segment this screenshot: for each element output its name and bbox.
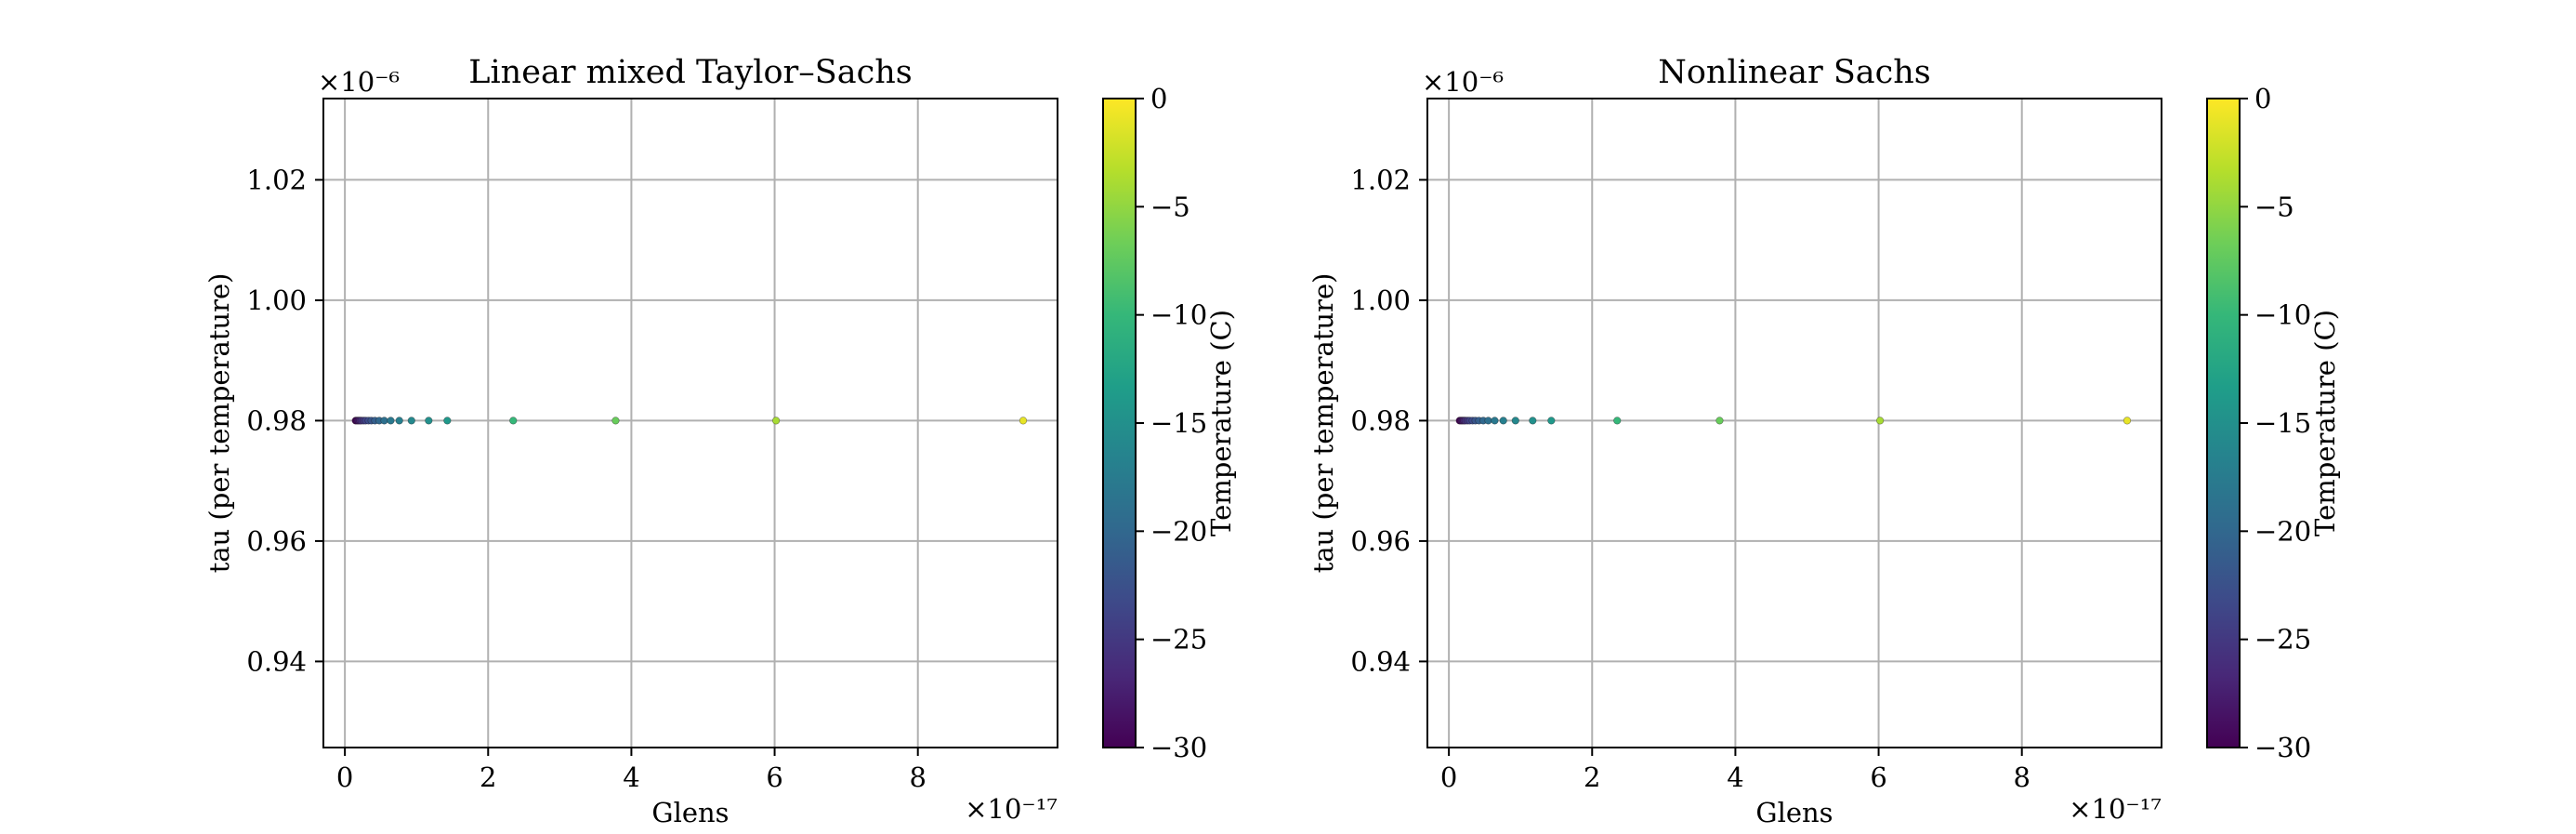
data-point [1019, 417, 1028, 425]
x-tick-label: 0 [1440, 761, 1457, 793]
colorbar-label: Temperature (C) [1205, 310, 1237, 536]
x-tick-label: 8 [2013, 761, 2030, 793]
y-tick-label: 1.02 [246, 164, 307, 195]
data-point [1484, 417, 1492, 425]
colorbar-tick-label: −15 [2254, 407, 2311, 439]
chart-title: Linear mixed Taylor–Sachs [468, 54, 913, 91]
y-tick-label: 0.94 [246, 645, 307, 677]
colorbar [1102, 98, 1137, 748]
colorbar-tick-label: −20 [2254, 515, 2311, 547]
colorbar [2206, 98, 2241, 748]
colorbar-tick-label: −30 [2254, 732, 2311, 763]
y-offset-label: ×10⁻⁶ [1422, 66, 1504, 98]
x-tick-label: 0 [336, 761, 353, 793]
y-tick-label: 0.96 [1350, 525, 1411, 557]
data-point [1547, 417, 1556, 425]
data-point [1511, 417, 1519, 425]
data-point [1876, 417, 1885, 425]
axes-frame [1426, 98, 2162, 748]
data-point [509, 417, 518, 425]
x-tick-label: 6 [1870, 761, 1886, 793]
chart-title: Nonlinear Sachs [1658, 54, 1931, 91]
x-axis-label: Glens [1755, 797, 1833, 828]
colorbar-tick-label: −25 [2254, 624, 2311, 655]
data-point [395, 417, 403, 425]
x-tick-label: 6 [766, 761, 782, 793]
data-point [1613, 417, 1622, 425]
x-axis-label: Glens [651, 797, 729, 828]
colorbar-tick-label: −20 [1150, 515, 1207, 547]
y-tick-label: 1.02 [1350, 164, 1411, 195]
data-point [1529, 417, 1537, 425]
y-tick-label: 0.98 [1350, 404, 1411, 436]
y-tick-label: 1.00 [246, 285, 307, 316]
colorbar-tick-label: −25 [1150, 624, 1207, 655]
data-point [387, 417, 395, 425]
data-point [380, 417, 388, 425]
data-point [611, 417, 620, 425]
data-point [1715, 417, 1724, 425]
data-point [443, 417, 452, 425]
y-tick-label: 0.98 [246, 404, 307, 436]
y-offset-label: ×10⁻⁶ [318, 66, 400, 98]
x-tick-label: 4 [1727, 761, 1743, 793]
y-axis-label: tau (per temperature) [1308, 273, 1339, 574]
colorbar-tick-label: −5 [1150, 191, 1190, 222]
y-tick-label: 0.96 [246, 525, 307, 557]
x-offset-label: ×10⁻¹⁷ [2069, 793, 2162, 825]
x-tick-label: 8 [909, 761, 926, 793]
colorbar-tick-label: 0 [2254, 83, 2271, 114]
y-tick-label: 0.94 [1350, 645, 1411, 677]
axes-frame [322, 98, 1058, 748]
colorbar-tick-label: −30 [1150, 732, 1207, 763]
chart-panel-2: 0 2 4 6 8 0.94 0.96 0.98 1.00 1.02 Nonlinear Sachs… [1308, 54, 2341, 828]
data-point [425, 417, 433, 425]
data-point [772, 417, 781, 425]
x-tick-label: 2 [1584, 761, 1600, 793]
chart-panel-1: 0 2 4 6 8 0.94 0.96 0.98 1.00 1.02 Linear mixed Ta… [204, 54, 1237, 828]
y-tick-label: 1.00 [1350, 285, 1411, 316]
data-point [1499, 417, 1507, 425]
colorbar-tick-label: −5 [2254, 191, 2294, 222]
colorbar-tick-label: −15 [1150, 407, 1207, 439]
data-point [407, 417, 415, 425]
data-point [2123, 417, 2132, 425]
x-offset-label: ×10⁻¹⁷ [965, 793, 1058, 825]
y-axis-label: tau (per temperature) [204, 273, 235, 574]
colorbar-tick-label: 0 [1150, 83, 1167, 114]
colorbar-tick-label: −10 [1150, 299, 1207, 331]
x-tick-label: 4 [623, 761, 639, 793]
x-tick-label: 2 [480, 761, 496, 793]
colorbar-tick-label: −10 [2254, 299, 2311, 331]
colorbar-label: Temperature (C) [2309, 310, 2341, 536]
data-point [1491, 417, 1499, 425]
